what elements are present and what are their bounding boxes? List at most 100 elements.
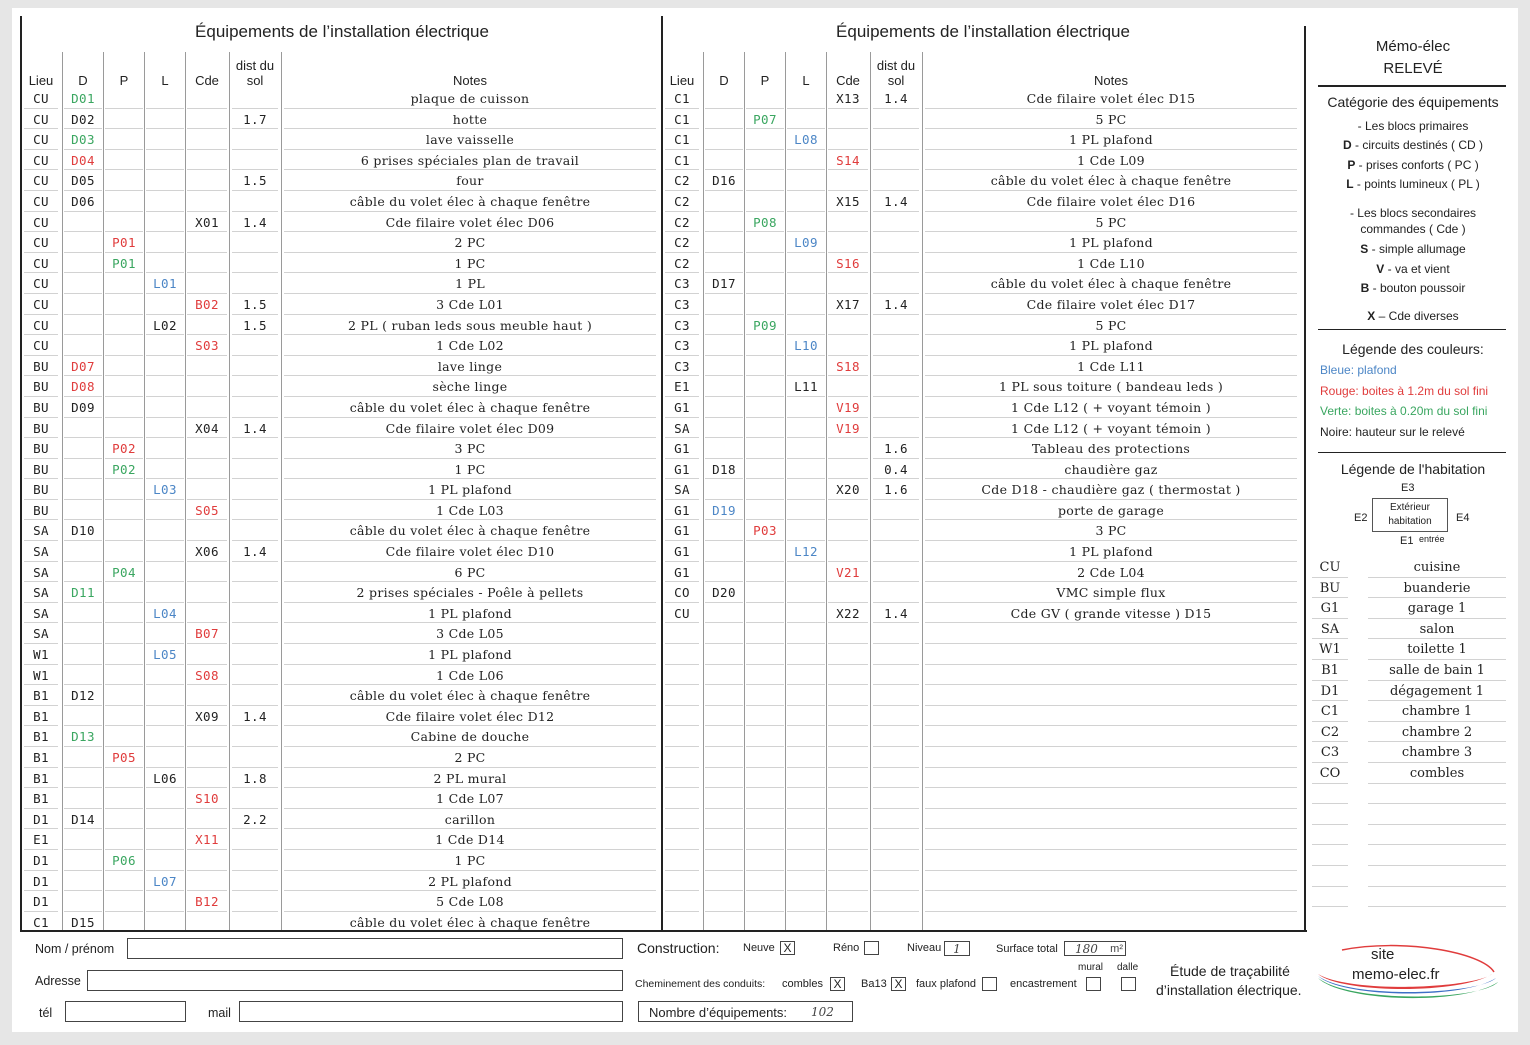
form-sheet: Équipements de l’installation électrique…	[12, 8, 1518, 1032]
cell-d	[64, 479, 102, 500]
dalle-checkbox[interactable]	[1121, 977, 1136, 991]
cell-dist	[873, 685, 919, 706]
table-row: C2 S16 1 Cde L10	[665, 253, 1301, 274]
cell-l	[787, 356, 825, 377]
cell-l	[146, 788, 184, 809]
cell-dist	[232, 459, 278, 480]
site-url[interactable]: memo-elec.fr	[1352, 966, 1440, 983]
colors-title: Légende des couleurs:	[1342, 341, 1484, 357]
right-equipment-table: Équipements de l’installation électrique…	[665, 16, 1301, 933]
table-row	[665, 623, 1301, 645]
cell-notes: 1 PL plafond	[284, 479, 656, 500]
cell-dist	[873, 500, 919, 521]
cell-l	[146, 623, 184, 645]
table-row: C1 X13 1.4 Cde filaire volet élec D15	[665, 88, 1301, 109]
cell-dist	[873, 129, 919, 150]
cell-dist	[873, 665, 919, 686]
cell-cde	[828, 520, 868, 542]
niveau-label: Niveau	[907, 942, 942, 954]
cell-l: L02	[146, 315, 184, 336]
reno-checkbox[interactable]	[864, 941, 879, 955]
table-row: W1 S08 1 Cde L06	[24, 665, 660, 686]
cell-notes: 1 Cde L03	[284, 500, 656, 521]
label-e3: E3	[1401, 482, 1415, 494]
ba13-checkbox[interactable]: X	[891, 977, 906, 991]
cell-dist	[232, 644, 278, 665]
header-cde: Cde	[195, 73, 219, 88]
cell-p	[105, 685, 143, 706]
cell-lieu: C1	[665, 129, 699, 150]
cell-lieu: BU	[24, 356, 58, 377]
cell-dist	[873, 747, 919, 768]
faux-plafond-checkbox[interactable]	[982, 977, 997, 991]
cell-l	[787, 479, 825, 500]
cell-cde	[828, 768, 868, 789]
cell-notes: four	[284, 170, 656, 191]
mail-field[interactable]	[239, 1001, 623, 1022]
room-code	[1312, 804, 1348, 825]
cell-p	[746, 459, 784, 480]
room-code	[1312, 825, 1348, 846]
cell-p	[105, 809, 143, 830]
cell-d: D09	[64, 397, 102, 418]
cell-lieu: B1	[24, 706, 58, 727]
combles-checkbox[interactable]: X	[830, 977, 845, 991]
cell-d	[705, 479, 743, 500]
cell-notes: plaque de cuisson	[284, 88, 656, 109]
tel-field[interactable]	[65, 1001, 186, 1022]
table-row	[665, 871, 1301, 892]
surface-field[interactable]: 180 m²	[1064, 941, 1126, 956]
cell-p	[105, 170, 143, 191]
adresse-field[interactable]	[87, 970, 623, 991]
table-row: B1 L06 1.8 2 PL mural	[24, 768, 660, 789]
cell-d	[705, 438, 743, 459]
cell-lieu: BU	[24, 376, 58, 397]
neuve-checkbox[interactable]: X	[780, 941, 795, 955]
cell-cde	[828, 129, 868, 150]
cell-p: P01	[105, 253, 143, 274]
legend-d: D - circuits destinés ( CD )	[1342, 138, 1484, 152]
cell-d	[705, 232, 743, 253]
cell-d	[705, 335, 743, 356]
cell-l	[146, 438, 184, 459]
cell-d	[64, 644, 102, 665]
niveau-field[interactable]: 1	[944, 941, 970, 956]
cell-lieu: CU	[24, 253, 58, 274]
table-row	[665, 706, 1301, 727]
cell-l	[787, 788, 825, 809]
header-p: P	[760, 73, 770, 88]
cell-lieu	[665, 768, 699, 789]
cell-lieu: SA	[665, 418, 699, 439]
cell-dist	[232, 356, 278, 377]
cell-dist	[232, 726, 278, 747]
cell-dist	[873, 829, 919, 850]
cell-cde: X01	[187, 212, 227, 233]
cell-cde	[828, 871, 868, 892]
cell-notes: Cde filaire volet élec D15	[925, 88, 1297, 109]
cell-cde: V19	[828, 397, 868, 418]
cell-dist: 1.5	[232, 294, 278, 315]
site-logo-swoosh	[1318, 944, 1498, 999]
cell-l	[146, 850, 184, 871]
cell-lieu: C2	[665, 191, 699, 212]
cell-p	[105, 376, 143, 397]
cell-d	[705, 397, 743, 418]
cell-lieu: C2	[665, 232, 699, 253]
table-row: CU P01 1 PC	[24, 253, 660, 274]
cell-dist: 0.4	[873, 459, 919, 480]
cell-p	[746, 850, 784, 871]
cell-dist: 1.4	[873, 88, 919, 109]
cell-notes: 6 PC	[284, 562, 656, 583]
mural-checkbox[interactable]	[1086, 977, 1101, 991]
nom-field[interactable]	[127, 938, 623, 959]
cell-d	[705, 418, 743, 439]
cell-dist	[232, 685, 278, 706]
legend-x: X – Cde diverses	[1367, 309, 1459, 323]
cell-p	[746, 253, 784, 274]
cell-d	[64, 418, 102, 439]
cell-cde	[187, 273, 227, 294]
cell-d: D12	[64, 685, 102, 706]
cell-l	[787, 500, 825, 521]
table-row: CU X22 1.4 Cde GV ( grande vitesse ) D15	[665, 603, 1301, 624]
cell-dist: 1.4	[232, 706, 278, 727]
